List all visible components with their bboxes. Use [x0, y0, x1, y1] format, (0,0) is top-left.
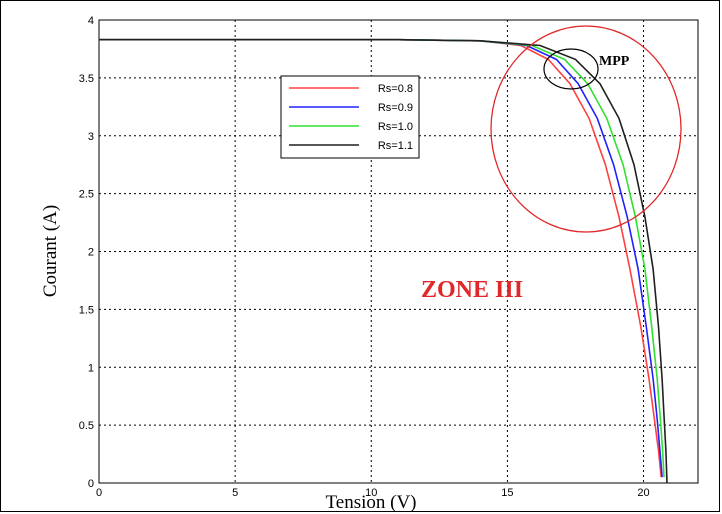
series-line-4	[99, 38, 668, 484]
x-tick-label: 10	[365, 487, 377, 499]
y-tick-label: 4	[88, 15, 94, 27]
x-tick-label: 20	[637, 487, 649, 499]
tick-labels: 0 5 10 15 20 0 0.5 1 1.5 2 2.5 3 3.5 4	[79, 15, 650, 499]
y-tick-label: 0.5	[79, 420, 94, 432]
mpp-label: MPP	[599, 54, 630, 69]
y-tick-label: 3	[88, 131, 94, 143]
x-tick-label: 15	[501, 487, 513, 499]
legend-entry: Rs=0.8	[378, 83, 413, 95]
y-tick-label: 3.5	[79, 73, 94, 85]
y-tick-label: 1	[88, 362, 94, 374]
legend-entry: Rs=1.1	[378, 140, 413, 152]
y-tick-label: 0	[88, 478, 94, 490]
legend-entry: Rs=1.0	[378, 121, 413, 133]
legend: Rs=0.8 Rs=0.9 Rs=1.0 Rs=1.1	[280, 75, 420, 159]
y-tick-label: 1.5	[79, 304, 94, 316]
x-axis-label: Tension (V)	[325, 492, 416, 513]
series-group	[99, 38, 668, 484]
y-tick-label: 2	[88, 247, 94, 259]
zone-ellipse	[490, 25, 682, 233]
legend-entry: Rs=0.9	[378, 102, 413, 114]
y-tick-label: 2.5	[79, 189, 94, 201]
x-tick-label: 0	[96, 487, 102, 499]
y-axis-label: Courant (A)	[40, 205, 61, 297]
mpp-circle	[543, 48, 599, 90]
x-tick-label: 5	[232, 487, 238, 499]
grid	[99, 20, 698, 483]
zone-iii-label: ZONE III	[421, 277, 523, 303]
